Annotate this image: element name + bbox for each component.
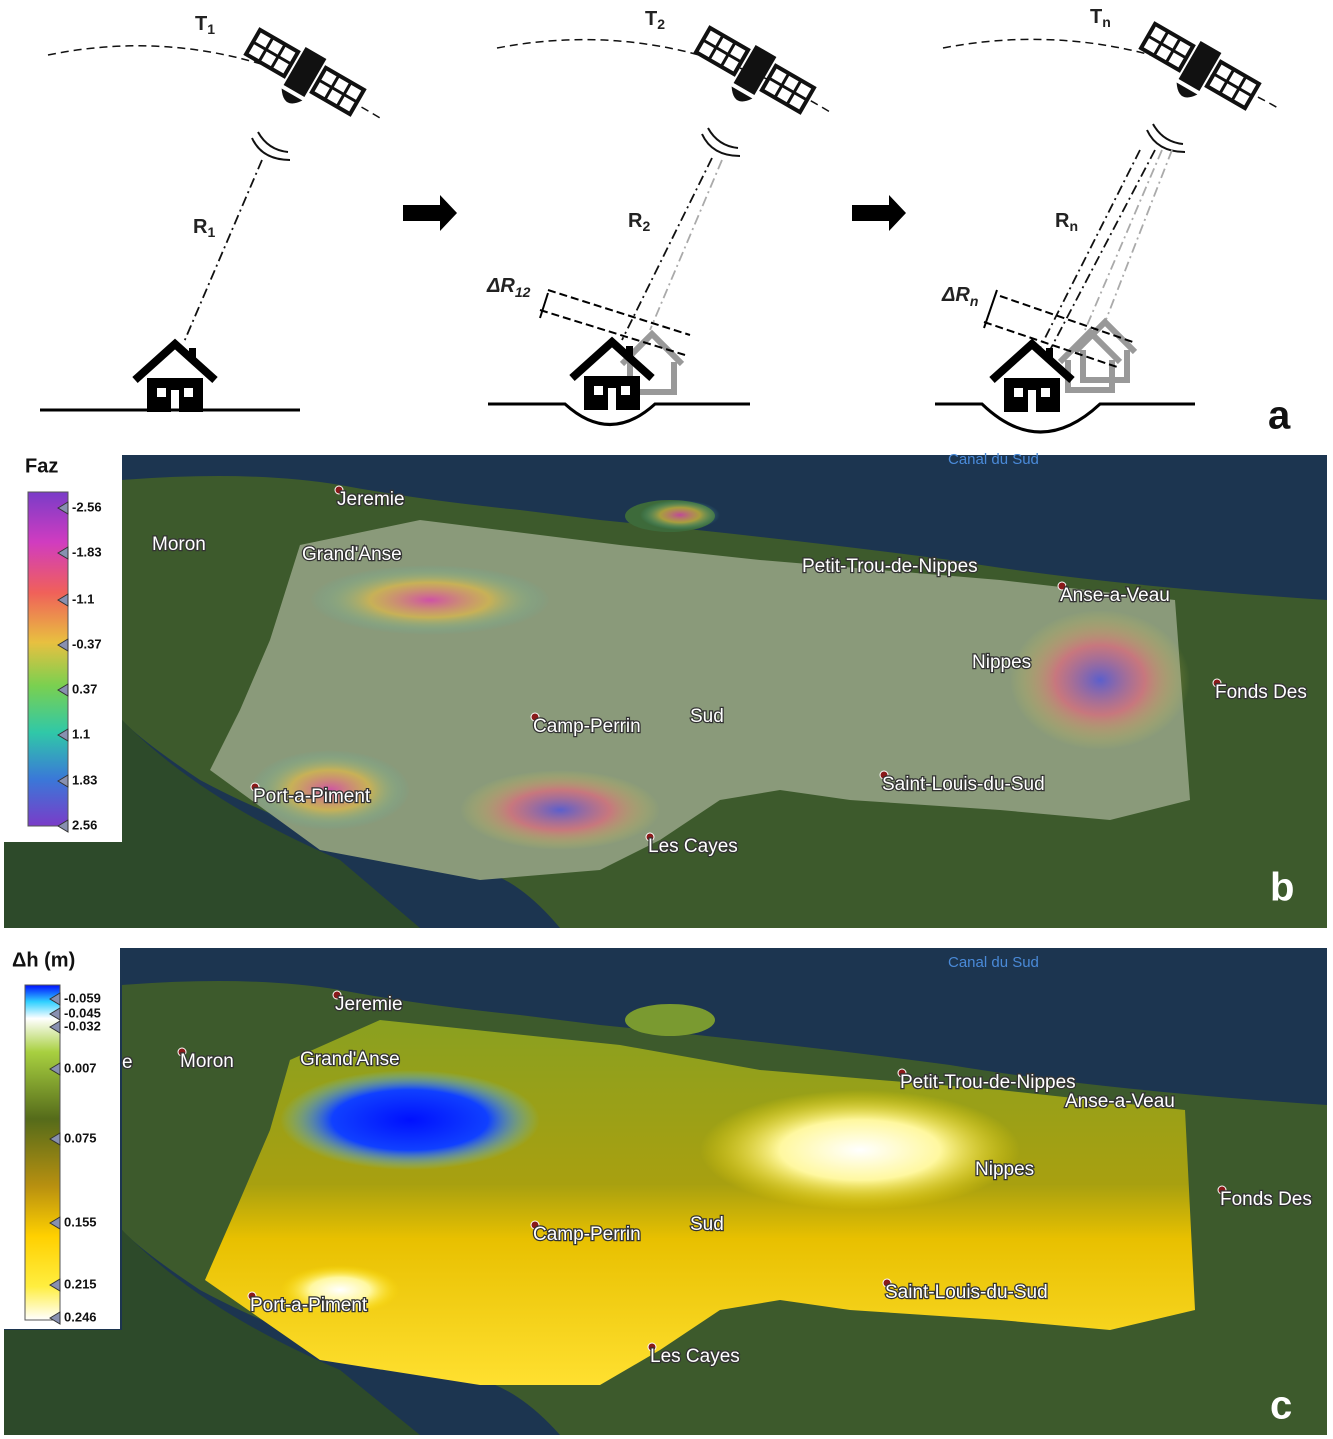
place-label: Petit-Trou-de-Nippes — [802, 556, 978, 577]
colorbar-tick-label: 0.37 — [72, 681, 97, 696]
place-label: Les Cayes — [648, 836, 738, 857]
place-label: Moron — [152, 534, 206, 555]
range-label: R2 — [628, 210, 650, 233]
time-label: Tn — [1090, 6, 1111, 29]
colorbar-tick-label: 0.246 — [64, 1309, 97, 1324]
colorbar-tick-label: -2.56 — [72, 499, 102, 514]
range-label: R1 — [193, 216, 215, 239]
colorbar-tick-label: 1.83 — [72, 772, 97, 787]
colorbar-tick-label: 0.215 — [64, 1276, 97, 1291]
place-label: Anse-a-Veau — [1065, 1091, 1175, 1112]
place-label: e — [122, 1052, 133, 1073]
place-label: Canal du Sud — [948, 954, 1039, 971]
place-label: Sud — [690, 1214, 724, 1235]
panel-letter: a — [1268, 394, 1291, 438]
place-label: Canal du Sud — [948, 451, 1039, 468]
place-label: Fonds Des — [1220, 1189, 1312, 1210]
place-label: Saint-Louis-du-Sud — [882, 774, 1045, 795]
colorbar-tick-label: -0.37 — [72, 636, 102, 651]
colorbar-tick-label: -0.032 — [64, 1018, 101, 1033]
colorbar-tick-label: -0.059 — [64, 990, 101, 1005]
place-label: Petit-Trou-de-Nippes — [900, 1072, 1076, 1093]
place-label: Les Cayes — [650, 1346, 740, 1367]
range-label: Rn — [1055, 210, 1078, 233]
place-label: Jeremie — [337, 489, 405, 510]
place-label: Sud — [690, 706, 724, 727]
place-label: Grand'Anse — [302, 544, 402, 565]
colorbar-tick-label: 1.1 — [72, 726, 90, 741]
place-label: Port-a-Piment — [250, 1295, 368, 1316]
panel-c: Δh (m) -0.059-0.045-0.0320.0070.0750.155… — [4, 948, 1327, 1435]
place-label: Grand'Anse — [300, 1049, 400, 1070]
colorbar-tick-label: 0.155 — [64, 1214, 97, 1229]
panel-letter: c — [1270, 1384, 1292, 1428]
time-label: T1 — [195, 13, 215, 36]
place-label: Moron — [180, 1051, 234, 1072]
place-label: Fonds Des — [1215, 682, 1307, 703]
colorbar-tick-label: 0.075 — [64, 1130, 97, 1145]
panel-letter: b — [1270, 866, 1294, 910]
place-label: Port-a-Piment — [253, 786, 371, 807]
colorbar-title: Δh (m) — [12, 949, 75, 971]
place-label: Anse-a-Veau — [1060, 585, 1170, 606]
colorbar-tick-label: -1.83 — [72, 544, 102, 559]
place-label: Nippes — [975, 1159, 1034, 1180]
place-label: Nippes — [972, 652, 1031, 673]
delta-label: ΔRn — [941, 284, 978, 308]
colorbar-tick-label: 0.007 — [64, 1060, 97, 1075]
panel-b: Faz -2.56 -1.83 -1.1 -0.37 0.37 1.1 1.83 2.56 C… — [4, 451, 1327, 928]
colorbar-tick-label: 2.56 — [72, 817, 97, 832]
delta-label: ΔR12 — [486, 275, 531, 299]
place-label: Camp-Perrin — [533, 1224, 641, 1245]
colorbar-title: Faz — [25, 455, 58, 477]
place-label: Camp-Perrin — [533, 716, 641, 737]
colorbar-tick-label: -1.1 — [72, 591, 94, 606]
place-label: Jeremie — [335, 994, 403, 1015]
figure: T1 T2 Tn R1 R2 Rn ΔR12 ΔRn a Faz -2.56 -1… — [0, 0, 1333, 1439]
panel-a: T1 T2 Tn R1 R2 Rn ΔR12 ΔRn a — [40, 6, 1291, 437]
time-label: T2 — [645, 8, 665, 31]
place-label: Saint-Louis-du-Sud — [885, 1282, 1048, 1303]
